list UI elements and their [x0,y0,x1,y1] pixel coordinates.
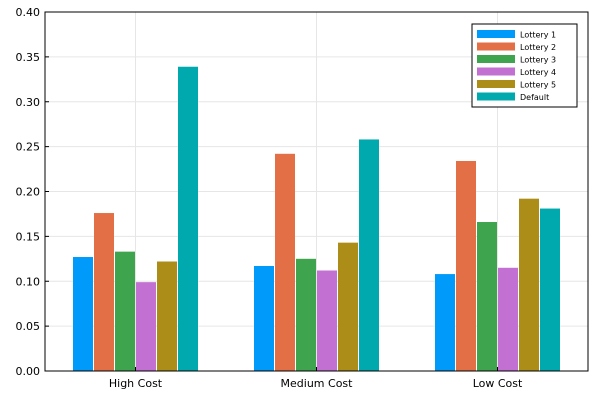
bar-lottery-3-high-cost [115,251,135,371]
legend-swatch [477,55,515,63]
legend-swatch [477,67,515,76]
legend-label: Lottery 3 [520,56,556,65]
bar-lottery-1-high-cost [73,257,93,371]
bar-lottery-2-low-cost [456,160,476,371]
y-tick-label: 0.30 [16,96,41,109]
y-tick-label: 0.00 [16,365,41,378]
y-tick-label: 0.05 [16,320,41,333]
y-tick-label: 0.35 [16,51,41,64]
y-axis-ticks: 0.00 0.05 0.10 0.15 0.20 0.25 0.30 0.35 0.40 [16,6,49,378]
legend-label: Lottery 2 [520,43,556,52]
legend-label: Lottery 5 [520,81,556,90]
bars [73,66,560,371]
bar-lottery-2-medium-cost [275,153,295,371]
bar-lottery-5-low-cost [519,198,539,371]
legend-swatch [477,80,515,88]
legend-swatch [477,92,515,101]
bar-default-low-cost [540,208,560,371]
x-tick-label: Medium Cost [281,377,354,390]
bar-default-medium-cost [359,139,379,371]
legend-label: Default [520,93,549,102]
bar-lottery-5-high-cost [157,261,177,371]
legend-label: Lottery 4 [520,68,556,77]
y-tick-label: 0.15 [16,230,41,243]
x-axis-ticks: High Cost Medium Cost Low Cost [109,367,523,390]
bar-lottery-1-low-cost [435,274,455,371]
legend: Lottery 1 Lottery 2 Lottery 3 Lottery 4 Lott… [471,23,578,108]
legend-swatch [477,42,515,51]
bar-lottery-3-medium-cost [296,258,316,371]
legend-label: Lottery 1 [520,31,556,40]
y-tick-label: 0.40 [16,6,41,19]
bar-default-high-cost [178,66,198,371]
bar-lottery-4-low-cost [498,267,518,371]
legend-swatch [477,30,515,38]
bar-lottery-2-high-cost [94,213,114,371]
y-tick-label: 0.20 [16,186,41,199]
bar-lottery-4-high-cost [136,282,156,371]
x-tick-label: High Cost [109,377,163,390]
bar-lottery-4-medium-cost [317,270,337,371]
bar-lottery-1-medium-cost [254,265,274,371]
bar-lottery-3-low-cost [477,222,497,371]
y-tick-label: 0.10 [16,275,41,288]
bar-lottery-5-medium-cost [338,242,358,371]
y-tick-label: 0.25 [16,141,41,154]
x-tick-label: Low Cost [473,377,523,390]
